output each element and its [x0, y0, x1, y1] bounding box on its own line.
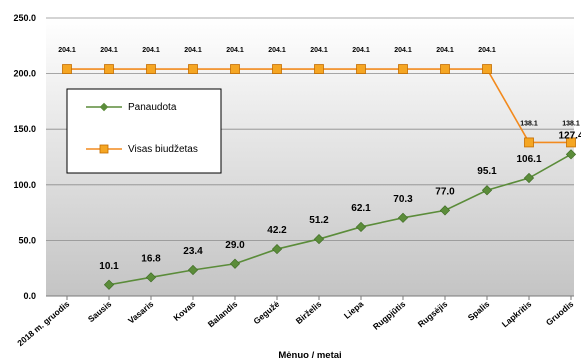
- point-panaudota: [271, 243, 283, 255]
- series-layer: 204.1 204.1 204.1 204.1 204.1 204.1 204.1 204.1…: [58, 47, 581, 290]
- point-panaudota: [313, 233, 325, 245]
- data-label-visas-biudzetas: 204.1: [142, 47, 160, 54]
- x-tick-label: Vasaris: [126, 299, 155, 326]
- x-tick-label: Kovas: [171, 299, 197, 323]
- x-tick-label: Lapkritis: [500, 299, 534, 330]
- data-label-panaudota: 127.4: [558, 130, 581, 141]
- data-label-panaudota: 77.0: [435, 186, 455, 197]
- x-axis-title: Mėnuo / metai: [278, 350, 341, 361]
- data-label-panaudota: 106.1: [516, 154, 541, 165]
- y-axis-ticks: 0.0 50.0 100.0 150.0 200.0 250.0: [13, 13, 36, 301]
- data-label-visas-biudzetas: 204.1: [226, 47, 244, 54]
- point-visas-biudzetas: [62, 64, 72, 74]
- point-visas-biudzetas: [524, 137, 534, 148]
- point-visas-biudzetas: [566, 137, 576, 148]
- point-visas-biudzetas: [104, 64, 114, 74]
- y-tick-label: 50.0: [18, 235, 36, 245]
- y-tick-label: 150.0: [13, 124, 36, 134]
- legend-label-visas-biudzetas: Visas biudžetas: [128, 144, 198, 155]
- point-panaudota: [481, 185, 493, 196]
- data-label-visas-biudzetas: 204.1: [100, 47, 118, 54]
- y-tick-label: 0.0: [23, 291, 36, 301]
- x-axis-ticks: 2018 m. gruodis Sausis Vasaris Kovas Balandi…: [15, 296, 575, 348]
- point-visas-biudzetas: [272, 64, 282, 74]
- x-tick-label: Gruodis: [544, 299, 576, 328]
- data-label-panaudota: 42.2: [267, 225, 287, 236]
- point-visas-biudzetas: [440, 64, 450, 74]
- point-panaudota: [355, 221, 367, 233]
- legend-box: [66, 88, 222, 174]
- data-label-visas-biudzetas: 204.1: [436, 47, 454, 54]
- point-visas-biudzetas: [356, 64, 366, 74]
- series-line-panaudota: [108, 153, 572, 286]
- data-label-panaudota: 95.1: [477, 166, 497, 177]
- x-tick-label: 2018 m. gruodis: [15, 299, 71, 348]
- data-label-visas-biudzetas: 204.1: [394, 47, 412, 54]
- data-label-visas-biudzetas: 204.1: [268, 47, 286, 54]
- data-label-visas-biudzetas: 204.1: [310, 47, 328, 54]
- data-label-panaudota: 23.4: [183, 246, 203, 257]
- point-visas-biudzetas: [146, 64, 156, 74]
- point-panaudota: [523, 172, 535, 184]
- x-tick-label: Rugpjūtis: [371, 299, 408, 332]
- x-tick-label: Spalis: [466, 299, 492, 323]
- data-label-panaudota: 51.2: [309, 215, 329, 226]
- data-label-panaudota: 29.0: [225, 240, 245, 251]
- x-tick-label: Balandis: [206, 299, 240, 330]
- data-label-panaudota: 70.3: [393, 194, 413, 205]
- data-label-visas-biudzetas: 204.1: [478, 47, 496, 54]
- point-panaudota: [397, 212, 409, 223]
- data-label-visas-biudzetas: 204.1: [352, 47, 370, 54]
- point-visas-biudzetas: [314, 64, 324, 74]
- x-tick-label: Rugsėjis: [416, 299, 450, 330]
- x-tick-label: Sausis: [86, 299, 114, 324]
- x-tick-label: Birželis: [294, 299, 324, 326]
- y-tick-label: 250.0: [13, 13, 36, 23]
- point-visas-biudzetas: [482, 64, 492, 74]
- x-tick-label: Liepa: [342, 299, 366, 321]
- point-panaudota: [187, 264, 199, 276]
- point-panaudota: [145, 272, 157, 283]
- point-visas-biudzetas: [188, 64, 198, 74]
- point-panaudota: [565, 149, 577, 160]
- point-visas-biudzetas: [398, 64, 408, 74]
- data-label-panaudota: 16.8: [141, 253, 161, 264]
- legend-label-panaudota: Panaudota: [128, 102, 177, 113]
- data-label-panaudota: 10.1: [99, 261, 119, 272]
- legend-marker-panaudota: [99, 102, 109, 112]
- legend: Panaudota Visas biudžetas: [66, 88, 222, 174]
- data-label-visas-biudzetas: 138.1: [520, 120, 538, 127]
- data-label-visas-biudzetas: 204.1: [58, 47, 76, 54]
- legend-marker-visas-biudzetas: [99, 144, 109, 154]
- data-label-visas-biudzetas: 204.1: [184, 47, 202, 54]
- point-panaudota: [229, 258, 241, 269]
- point-visas-biudzetas: [230, 64, 240, 74]
- point-panaudota: [439, 205, 451, 216]
- data-label-panaudota: 62.1: [351, 203, 371, 214]
- x-tick-label: Gegužė: [251, 299, 281, 327]
- data-label-visas-biudzetas: 138.1: [562, 120, 580, 127]
- y-tick-label: 100.0: [13, 180, 36, 190]
- y-tick-label: 200.0: [13, 69, 36, 79]
- point-panaudota: [103, 279, 115, 290]
